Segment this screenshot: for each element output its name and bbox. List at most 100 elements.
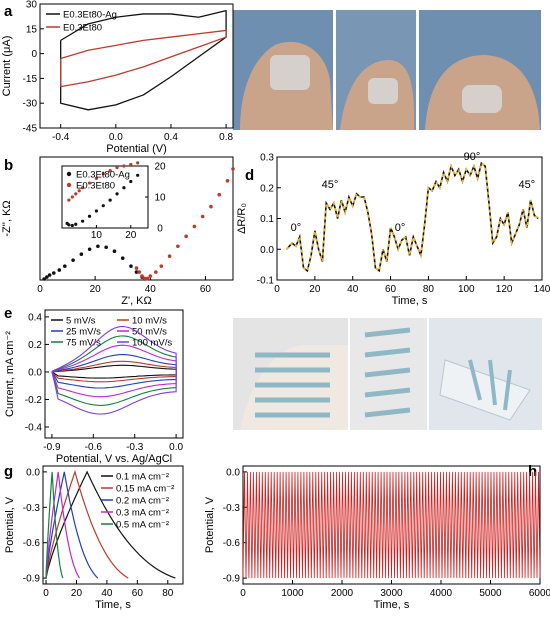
inset-data-point [115, 192, 119, 196]
x-tick-label: 0.8 [219, 132, 233, 143]
data-point [96, 244, 100, 249]
y-axis-label: ΔR/R₀ [236, 203, 248, 234]
legend-label: E0.3Et80 [76, 181, 115, 192]
plot-frame [39, 156, 234, 281]
inset-data-point [122, 164, 126, 168]
x-tick-label: 0.0 [109, 132, 123, 143]
photo-panel-c [233, 10, 541, 130]
x-axis-label: Time, s [392, 295, 428, 307]
data-point [154, 270, 158, 274]
data-point [200, 214, 205, 219]
inset-frame [61, 165, 149, 229]
data-point [134, 270, 139, 274]
y-tick-label: 0.4 [28, 312, 42, 323]
x-tick-label: 5000 [479, 588, 502, 599]
y-tick-label: 15 [26, 24, 38, 35]
inset-data-point [115, 165, 119, 170]
x-axis-label: Potential, V vs. Ag/AgCl [56, 453, 172, 465]
sensor-device-2 [368, 78, 398, 104]
data-point [42, 277, 46, 281]
chart-b: 0 20 40 60 Z', KΩ -Z'', KΩ 10 20 0 10 20 E0.3Et80-A… [1, 156, 235, 307]
legend-label: 0.5 mA cm⁻² [116, 520, 169, 531]
legend-label: 75 mV/s [66, 338, 101, 349]
plot-frame [39, 3, 234, 129]
y-tick-label: 0.0 [226, 467, 240, 478]
inset-y-tick-label: 0 [157, 224, 163, 235]
y-tick-label: -0.9 [23, 574, 41, 585]
data-point [225, 179, 230, 183]
data-point [47, 273, 52, 277]
inset-data-point [136, 161, 140, 165]
cv-scan-curve-2 [51, 354, 177, 389]
x-tick-label: 4000 [430, 588, 453, 599]
y-tick-label: -0.9 [223, 574, 241, 585]
y-tick-label: -30 [23, 99, 38, 110]
x-tick-label: 80 [162, 588, 174, 599]
gcd-curve-4 [45, 471, 64, 579]
y-axis-label: Potential, V [204, 496, 216, 553]
inset-data-point [129, 162, 133, 167]
y-tick-label: 0.0 [26, 467, 40, 478]
data-point [134, 266, 139, 270]
y-axis-label: -Z'', KΩ [1, 200, 13, 236]
x-axis-label: Z', KΩ [121, 295, 152, 307]
data-point [137, 270, 142, 274]
sensor-device-1 [270, 55, 310, 90]
x-tick-label: 0 [240, 588, 246, 599]
data-point [129, 264, 133, 268]
x-tick-label: 3000 [380, 588, 403, 599]
x-tick-label: 0.4 [164, 132, 178, 143]
inset-data-point [108, 198, 112, 202]
angle-annotation: 0° [291, 222, 302, 234]
photo-electrode-flat [233, 318, 348, 430]
inset-data-point [129, 179, 133, 184]
plot-frame [44, 309, 184, 439]
photo-finger-bent [336, 10, 416, 130]
x-tick-label: 6000 [529, 588, 550, 599]
legend-label: 25 mV/s [66, 327, 101, 338]
cv-scan-curve-5 [51, 325, 177, 415]
legend-label: 50 mV/s [132, 327, 167, 338]
data-point [217, 192, 222, 197]
y-tick-label: -0.3 [23, 503, 41, 514]
y-tick-label: -15 [23, 74, 38, 85]
photo-finger-closed [419, 10, 541, 130]
inset-data-point [81, 186, 85, 190]
data-point [79, 252, 84, 257]
data-point [87, 247, 92, 252]
data-point [57, 268, 62, 272]
data-point [51, 271, 56, 275]
x-tick-label: 120 [496, 284, 513, 295]
legend-swatch [66, 182, 72, 188]
inset-data-point [94, 209, 98, 213]
chart-h: 0 1000 2000 3000 4000 5000 6000 -0.9 -0.6 -0.3 0.0… [204, 465, 550, 611]
plot-frame [42, 465, 184, 585]
panel-label-d: d [245, 167, 254, 184]
x-tick-label: 20 [71, 588, 83, 599]
x-tick-label: 60 [385, 284, 397, 295]
x-tick-label: 0.0 [169, 442, 183, 453]
x-tick-label: 60 [200, 284, 212, 295]
x-tick-label: -0.6 [85, 442, 103, 453]
gcd-curve-2 [45, 471, 99, 579]
panel-label-e: e [4, 305, 12, 322]
data-point [148, 274, 153, 278]
data-point [63, 264, 67, 268]
y-tick-label: -0.4 [25, 422, 43, 433]
legend-label: 0.3 mA cm⁻² [116, 508, 169, 519]
y-tick-label: -45 [23, 124, 38, 135]
x-tick-label: -0.9 [43, 442, 61, 453]
panel-label-a: a [4, 3, 13, 20]
x-tick-label: 0 [274, 284, 280, 295]
photo-electrode-twisted [429, 318, 542, 430]
legend-label: 5 mV/s [66, 316, 96, 327]
data-point [112, 249, 117, 254]
data-point [192, 224, 197, 229]
inset-data-point [122, 186, 126, 190]
data-point [140, 274, 144, 278]
y-tick-label: 0.2 [260, 183, 274, 194]
photo-hand-open [233, 10, 333, 130]
angle-annotation: 45° [322, 179, 339, 191]
inset-data-point [94, 176, 98, 180]
x-axis-label: Time, s [374, 599, 410, 611]
